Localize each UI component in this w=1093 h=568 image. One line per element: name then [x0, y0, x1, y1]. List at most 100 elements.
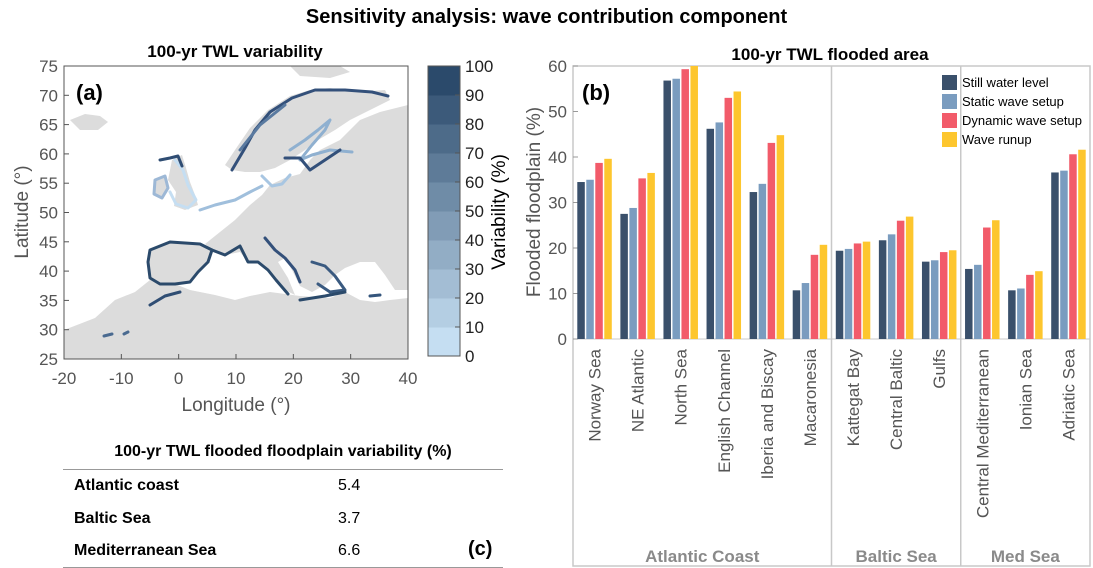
bar: [1026, 274, 1034, 339]
bar: [638, 178, 646, 339]
bar-x-tick-label: Central Baltic: [887, 349, 906, 451]
bar: [948, 250, 957, 339]
bar-group-label: Atlantic Coast: [645, 547, 760, 566]
colorbar-tick-label: 20: [465, 289, 484, 308]
legend: Still water level Static wave setup Dynami…: [942, 75, 1082, 147]
bar: [1035, 271, 1043, 339]
bar: [921, 261, 930, 339]
bar: [930, 260, 939, 339]
map-x-ticks: -20 -10 0 10 20 30 40: [52, 354, 417, 388]
map-y-ticks: 25 30 35 40 45 50 55 60 65 70 75: [39, 57, 69, 369]
bar: [647, 172, 655, 339]
legend-swatch: [942, 94, 957, 109]
bar: [939, 252, 948, 339]
panel-label-c: (c): [468, 538, 493, 560]
colorbar-step: [428, 298, 460, 328]
map-y-tick-label: 60: [39, 145, 58, 164]
map-title: 100-yr TWL variability: [147, 42, 323, 61]
bar: [604, 158, 612, 339]
map-x-tick-label: 30: [341, 369, 360, 388]
bar: [844, 248, 853, 339]
bar: [810, 254, 819, 339]
colorbar-tick-label: 70: [465, 144, 484, 163]
colorbar: 0 10 20 30 40 50 60 70 80 90 100: [427, 57, 493, 366]
bar-x-tick-label: Iberia and Biscay: [758, 349, 777, 480]
bar: [586, 179, 594, 339]
map-y-tick-label: 65: [39, 116, 58, 135]
colorbar-label: Variability (%): [489, 154, 510, 270]
bar-chart-title: 100-yr TWL flooded area: [731, 45, 929, 64]
bar: [715, 122, 724, 339]
bar: [887, 234, 896, 339]
bar-series: [577, 66, 1086, 340]
bar-x-tick-label: Gulfs: [930, 349, 949, 389]
bar-x-tick-label: Macaronesia: [801, 348, 820, 446]
bar: [905, 216, 914, 339]
bar-y-tick-label: 60: [548, 57, 567, 76]
colorbar-step: [428, 182, 460, 212]
bar-y-tick-label: 40: [548, 148, 567, 167]
table-row-value: 3.7: [338, 510, 361, 527]
map-x-tick-label: 20: [284, 369, 303, 388]
bar: [862, 241, 871, 339]
bar: [663, 80, 671, 339]
bar: [749, 192, 758, 339]
map-x-axis-label: Longitude (°): [182, 395, 291, 416]
bar: [819, 244, 828, 339]
bar: [629, 207, 637, 339]
map-area: [64, 66, 408, 359]
colorbar-tick-label: 60: [465, 173, 484, 192]
legend-label: Static wave setup: [962, 94, 1064, 109]
map-x-tick-label: -20: [52, 369, 77, 388]
legend-label: Wave runup: [962, 132, 1032, 147]
table-row-value: 6.6: [338, 542, 361, 559]
bar: [983, 227, 991, 339]
colorbar-tick-label: 0: [465, 347, 474, 366]
bar: [758, 183, 767, 339]
bar: [1051, 172, 1059, 339]
bar-x-tick-label: Adriatic Sea: [1059, 348, 1078, 440]
bar-group-label: Med Sea: [991, 547, 1061, 566]
map-y-tick-label: 45: [39, 233, 58, 252]
bar: [733, 91, 742, 339]
table-row-value: 5.4: [338, 477, 361, 494]
bar-x-tick-label: Ionian Sea: [1016, 348, 1035, 430]
land-africa: [64, 280, 408, 359]
legend-swatch: [942, 132, 957, 147]
bar: [690, 66, 698, 339]
map-y-tick-label: 25: [39, 350, 58, 369]
bar-x-tick-labels: Norway Sea NE Atlantic North Sea English Ch…: [586, 348, 1079, 518]
bar: [853, 243, 862, 339]
colorbar-step: [428, 240, 460, 270]
map-y-tick-label: 70: [39, 86, 58, 105]
land-arctic: [290, 66, 350, 78]
colorbar-step: [428, 124, 460, 154]
map-x-tick-label: 10: [227, 369, 246, 388]
bar: [1060, 170, 1068, 339]
bar-y-tick-label: 0: [558, 330, 567, 349]
colorbar-tick-label: 30: [465, 260, 484, 279]
land-scandinavia: [225, 88, 390, 172]
bar: [1008, 290, 1016, 339]
table-row-name: Baltic Sea: [74, 510, 151, 527]
bar-x-tick-label: Kattegat Bay: [844, 349, 863, 447]
legend-label: Dynamic wave setup: [962, 113, 1082, 128]
colorbar-tick-label: 50: [465, 202, 484, 221]
colorbar-step: [428, 269, 460, 299]
bar: [706, 128, 715, 339]
panel-label-a: (a): [76, 80, 103, 105]
bar-group-label: Baltic Sea: [855, 547, 937, 566]
bar: [896, 220, 905, 339]
legend-label: Still water level: [962, 75, 1049, 90]
land-britain: [168, 155, 198, 210]
bar: [1069, 154, 1077, 339]
map-y-tick-label: 30: [39, 321, 58, 340]
bar: [974, 264, 982, 339]
colorbar-tick-label: 10: [465, 318, 484, 337]
bar: [835, 250, 844, 339]
land-europe: [205, 105, 408, 295]
colorbar-step: [428, 153, 460, 183]
table-row-name: Atlantic coast: [74, 477, 179, 494]
bar-x-tick-label: NE Atlantic: [629, 349, 648, 433]
